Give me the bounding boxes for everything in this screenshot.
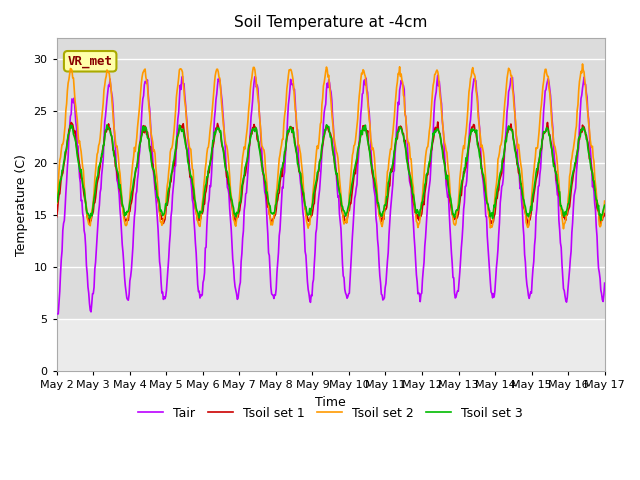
Tsoil set 3 <box>323 122 330 128</box>
Tsoil set 2 <box>204 145 211 151</box>
Line: Tair: Tair <box>57 75 605 314</box>
Line: Tsoil set 3: Tsoil set 3 <box>57 125 605 220</box>
Tsoil set 1 <box>413 216 421 221</box>
Tsoil set 1 <box>119 204 127 210</box>
Tsoil set 3 <box>398 128 406 133</box>
Tsoil set 1 <box>434 119 442 125</box>
Tair <box>413 279 421 285</box>
Tsoil set 3 <box>414 208 422 214</box>
Text: VR_met: VR_met <box>68 55 113 68</box>
Tair <box>175 110 182 116</box>
X-axis label: Time: Time <box>316 396 346 408</box>
Legend: Tair, Tsoil set 1, Tsoil set 2, Tsoil set 3: Tair, Tsoil set 1, Tsoil set 2, Tsoil se… <box>133 402 528 425</box>
Bar <box>57 319 605 371</box>
Tsoil set 2 <box>559 226 567 231</box>
Tair <box>397 78 405 84</box>
Tsoil set 2 <box>413 219 421 225</box>
Title: Soil Temperature at -4cm: Soil Temperature at -4cm <box>234 15 428 30</box>
Y-axis label: Temperature (C): Temperature (C) <box>15 154 28 255</box>
Tsoil set 3 <box>53 200 61 205</box>
Tsoil set 2 <box>63 101 70 107</box>
Tsoil set 3 <box>63 146 70 152</box>
Tsoil set 1 <box>525 223 532 228</box>
Tsoil set 3 <box>119 204 127 209</box>
Tair <box>204 210 211 216</box>
Line: Tsoil set 1: Tsoil set 1 <box>57 122 605 226</box>
Tsoil set 2 <box>579 61 586 67</box>
Tsoil set 3 <box>601 203 609 208</box>
Tair <box>53 311 61 317</box>
Tsoil set 1 <box>397 124 405 130</box>
Tsoil set 3 <box>175 131 182 136</box>
Tsoil set 2 <box>175 75 182 81</box>
Tsoil set 1 <box>63 144 70 150</box>
Tsoil set 3 <box>204 174 211 180</box>
Tsoil set 2 <box>397 71 405 77</box>
Tsoil set 3 <box>597 217 605 223</box>
Tsoil set 2 <box>119 209 127 215</box>
Tair <box>119 250 127 255</box>
Tsoil set 2 <box>53 200 61 206</box>
Tair <box>434 72 442 78</box>
Tair <box>601 280 609 286</box>
Tsoil set 1 <box>175 129 182 135</box>
Tsoil set 1 <box>601 211 609 216</box>
Tsoil set 2 <box>601 198 609 204</box>
Line: Tsoil set 2: Tsoil set 2 <box>57 64 605 228</box>
Tsoil set 1 <box>53 214 61 220</box>
Tair <box>63 179 70 184</box>
Tsoil set 1 <box>204 176 211 181</box>
